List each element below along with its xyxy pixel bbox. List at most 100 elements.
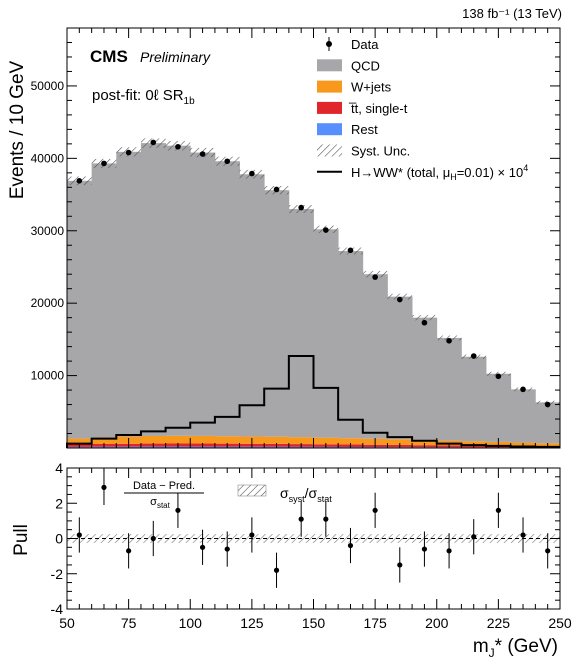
data-point-185: [396, 296, 403, 303]
data-point-135: [273, 186, 280, 193]
pull-point-85: [150, 535, 156, 542]
pull-point-205: [446, 548, 452, 554]
signal-line: [66, 355, 560, 448]
bar-qcd-235: [510, 389, 536, 443]
cms-label: CMS: [90, 47, 128, 66]
syst-band-bin-195: [412, 315, 437, 321]
bar-qcd-145: [288, 209, 314, 438]
bar-w-jets-155: [313, 437, 339, 445]
pull-fraction-numerator: Data − Pred.: [133, 480, 195, 492]
x-tick-label-75: 75: [121, 615, 137, 631]
bar-w-jets-55: [67, 438, 93, 445]
data-point-245: [544, 401, 551, 408]
pull-y-tick-label--2: -2: [51, 566, 64, 582]
bar-qcd-105: [190, 152, 216, 436]
pull-point-225: [495, 507, 501, 513]
pull-point-145: [298, 516, 304, 522]
syst-band-bin-175: [362, 271, 388, 278]
pull-y-tick-label-0: 0: [55, 531, 63, 547]
x-tick-label-100: 100: [179, 615, 203, 631]
legend-swatch-rest: [317, 123, 342, 136]
pull-point-155: [323, 516, 329, 522]
pull-point-95: [175, 507, 181, 513]
pull-plot: -4 -2 0 2 4 50 75 100 125 150 175 200 225 250 Data −…: [11, 460, 572, 660]
data-point-215: [470, 353, 477, 359]
data-point-75: [125, 149, 132, 156]
syst-band-bin-205: [436, 335, 462, 341]
data-point-95: [175, 143, 181, 150]
data-point-175: [372, 274, 378, 280]
pull-fraction-denominator: σstat: [150, 496, 170, 510]
bar-qcd-85: [140, 143, 166, 436]
legend-label-syst: Syst. Unc.: [351, 144, 410, 159]
data-point-155: [323, 227, 329, 233]
pull-y-tick-label-2: 2: [55, 495, 63, 511]
bar-qcd-175: [362, 274, 388, 439]
signal-histogram: [66, 355, 560, 448]
stacked-histogram: [67, 143, 561, 448]
pull-legend: Data − Pred. σstat σsyst/σstat: [124, 480, 332, 510]
bar-w-jets-65: [91, 437, 117, 445]
bar-w-jets-165: [338, 438, 364, 445]
y-tick-label-50000: 50000: [31, 79, 65, 93]
bar-w-jets-115: [214, 436, 240, 444]
bar-qcd-245: [535, 402, 561, 444]
x-tick-label-50: 50: [59, 615, 75, 631]
pull-syst-band: [67, 534, 560, 543]
x-tick-label-175: 175: [363, 615, 387, 631]
x-tick-label-150: 150: [302, 615, 326, 631]
main-plot: 10000 20000 30000 40000 50000 CMS Preliminar…: [7, 27, 561, 449]
data-point-225: [495, 373, 502, 380]
legend-label-data: Data: [351, 37, 379, 52]
legend-swatch-wjets: [317, 80, 342, 93]
x-tick-label-225: 225: [487, 615, 511, 631]
data-point-205: [446, 338, 452, 344]
bar-w-jets-105: [190, 435, 216, 444]
y-tick-label-40000: 40000: [31, 151, 65, 165]
bar-qcd-115: [214, 161, 240, 437]
bar-qcd-95: [165, 145, 191, 436]
legend-swatch-top: [317, 101, 342, 114]
legend: Data QCD W+jets t̅t, single-t Rest Syst. Unc.…: [317, 37, 528, 182]
legend-label-signal: H→WW* (total, μH=0.01) × 104: [351, 163, 528, 182]
main-x-axis: [66, 28, 561, 448]
bar-qcd-135: [264, 190, 290, 437]
legend-label-qcd: QCD: [351, 58, 380, 73]
lumi-label: 138 fb⁻¹ (13 TeV): [462, 6, 562, 21]
bar-qcd-215: [461, 356, 487, 442]
x-tick-label-250: 250: [548, 615, 572, 631]
bar-w-jets-135: [264, 436, 290, 444]
pull-point-165: [347, 542, 354, 549]
data-point-85: [150, 139, 157, 146]
data-point-115: [224, 158, 231, 165]
bar-qcd-225: [486, 373, 512, 442]
pull-point-135: [273, 567, 280, 573]
pull-legend-hatch: [237, 484, 267, 497]
pull-point-75: [126, 548, 132, 554]
pull-ratio-label: σsyst/σstat: [280, 485, 332, 504]
bar-qcd-65: [91, 163, 117, 438]
pull-y-tick-label-4: 4: [55, 460, 63, 476]
pull-y-axis: -4 -2 0 2 4: [51, 460, 560, 617]
legend-label-rest: Rest: [351, 122, 378, 137]
pull-point-235: [520, 532, 526, 538]
pull-point-125: [249, 532, 255, 538]
syst-band-bin-185: [387, 293, 413, 300]
legend-swatch-syst: [317, 144, 342, 157]
bar-qcd-125: [239, 174, 265, 437]
preliminary-label: Preliminary: [140, 49, 211, 65]
y-tick-label-20000: 20000: [31, 296, 65, 310]
bar-w-jets-95: [165, 435, 191, 444]
data-point-145: [298, 204, 304, 211]
y-axis-label: Events / 10 GeV: [7, 60, 28, 199]
data-point-125: [249, 170, 255, 177]
data-point-165: [347, 247, 354, 254]
data-point-105: [199, 151, 206, 157]
main-y-axis: 10000 20000 30000 40000 50000: [31, 27, 560, 435]
bar-qcd-185: [387, 296, 413, 440]
x-tick-label-125: 125: [240, 615, 264, 631]
pull-point-115: [224, 546, 230, 552]
x-tick-label-200: 200: [425, 615, 449, 631]
pull-point-105: [199, 544, 206, 550]
